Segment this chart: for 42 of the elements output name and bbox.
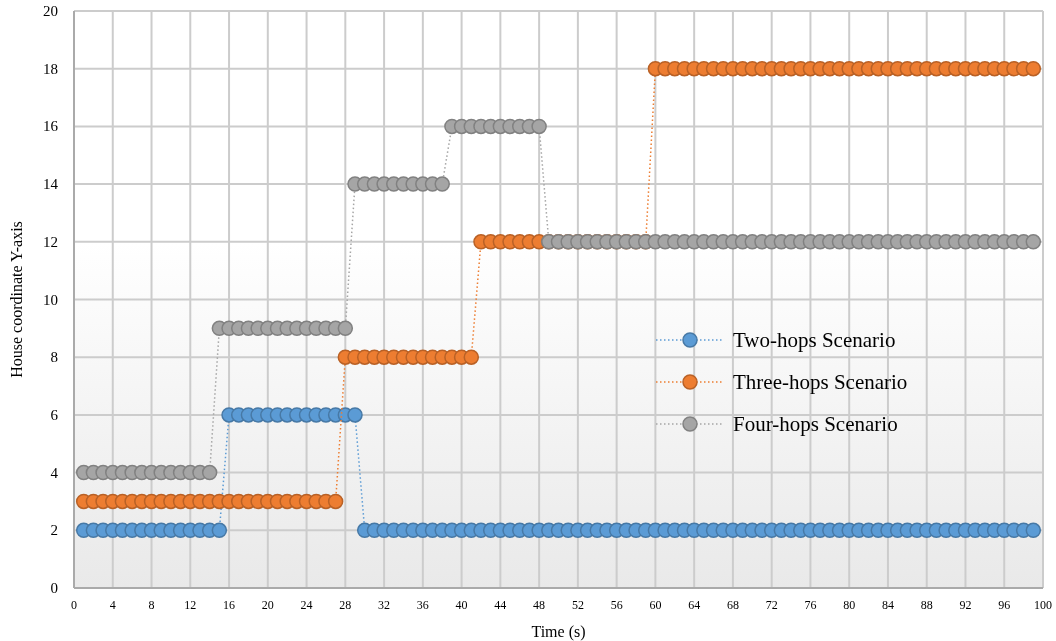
y-tick-label: 6	[50, 406, 59, 423]
legend-label: Three-hops Scenario	[733, 370, 908, 394]
y-tick-label: 18	[43, 60, 58, 77]
x-tick-label: 44	[494, 598, 507, 612]
y-tick-label: 16	[43, 118, 59, 135]
x-tick-label: 12	[184, 598, 197, 612]
y-tick-label: 12	[43, 233, 58, 250]
y-tick-label: 8	[50, 349, 58, 366]
x-tick-label: 100	[1034, 598, 1052, 612]
x-tick-label: 72	[765, 598, 778, 612]
x-tick-label: 80	[843, 598, 856, 612]
x-axis-title: Time (s)	[531, 623, 586, 641]
x-tick-label: 60	[649, 598, 662, 612]
y-tick-label: 20	[43, 3, 58, 19]
y-tick-label: 10	[43, 291, 58, 308]
y-tick-label: 14	[43, 176, 59, 193]
x-tick-label: 24	[300, 598, 313, 612]
y-axis-title: House coordinate Y-axis	[8, 221, 25, 378]
y-tick-label: 0	[50, 580, 58, 596]
legend-label: Four-hops Scenario	[733, 412, 898, 436]
x-tick-label: 4	[109, 598, 116, 612]
x-tick-label: 64	[688, 598, 701, 612]
x-tick-label: 88	[920, 598, 933, 612]
x-tick-label: 0	[71, 598, 77, 612]
x-tick-label: 16	[223, 598, 236, 612]
legend-label: Two-hops Scenario	[733, 328, 896, 352]
x-tick-label: 20	[261, 598, 274, 612]
x-tick-label: 56	[610, 598, 623, 612]
x-tick-label: 32	[378, 598, 391, 612]
x-tick-label: 52	[571, 598, 584, 612]
x-tick-label: 8	[148, 598, 155, 612]
x-tick-label: 84	[881, 598, 894, 612]
x-tick-label: 48	[533, 598, 546, 612]
y-tick-label: 2	[50, 522, 58, 539]
x-tick-label: 76	[804, 598, 817, 612]
x-tick-label: 92	[959, 598, 972, 612]
x-tick-label: 96	[998, 598, 1011, 612]
y-tick-label: 4	[50, 464, 59, 481]
x-tick-label: 68	[726, 598, 739, 612]
x-tick-label: 28	[339, 598, 352, 612]
x-tick-label: 40	[455, 598, 468, 612]
x-tick-label: 36	[416, 598, 429, 612]
